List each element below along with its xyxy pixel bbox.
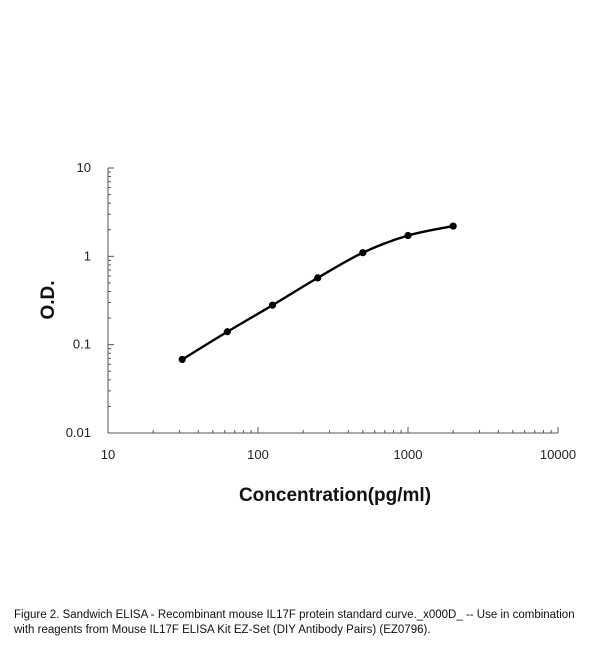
y-axis-label: O.D. — [38, 280, 59, 319]
data-point — [178, 355, 186, 364]
y-tick-label: 0.01 — [66, 425, 91, 440]
fitted-curve — [181, 224, 454, 361]
x-tick-label: 10000 — [540, 447, 576, 462]
x-tick-label: 100 — [247, 447, 269, 462]
x-tick-label: 1000 — [394, 447, 423, 462]
x-tick-label: 10 — [101, 447, 115, 462]
y-tick-label: 10 — [77, 160, 91, 175]
data-point — [359, 249, 367, 257]
y-tick-label: 1 — [84, 248, 91, 263]
chart-axes — [107, 168, 558, 434]
data-point — [449, 222, 457, 230]
data-points — [178, 222, 457, 364]
data-point — [314, 274, 322, 282]
x-axis-ticks: 10 100 1000 10000 — [101, 427, 576, 462]
x-axis-label: Concentration(pg/ml) — [239, 485, 431, 506]
standard-curve-chart: 10 100 1000 10000 10 1 0.1 0.01 Concentration(… — [38, 160, 576, 506]
y-axis-ticks: 10 1 0.1 0.01 — [66, 160, 114, 440]
figure-caption: Figure 2. Sandwich ELISA - Recombinant m… — [14, 609, 575, 636]
data-point — [268, 301, 277, 309]
data-point — [404, 231, 412, 240]
y-tick-label: 0.1 — [73, 337, 91, 352]
data-point — [223, 328, 231, 336]
